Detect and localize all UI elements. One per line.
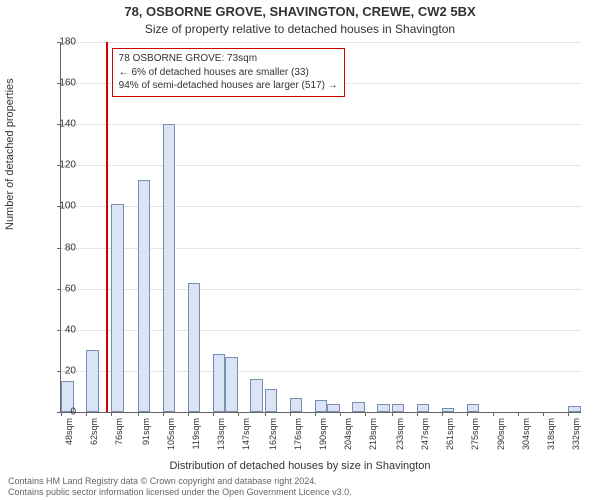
credit-line-1: Contains HM Land Registry data © Crown c… bbox=[8, 476, 317, 486]
reference-infobox: 78 OSBORNE GROVE: 73sqm← 6% of detached … bbox=[112, 48, 345, 97]
y-tick-label: 0 bbox=[46, 407, 76, 418]
histogram-bar bbox=[568, 406, 581, 412]
histogram-bar bbox=[392, 404, 405, 412]
x-tick-label: 304sqm bbox=[521, 418, 531, 458]
histogram-bar bbox=[265, 389, 278, 412]
x-tick-label: 105sqm bbox=[166, 418, 176, 458]
x-tick-mark bbox=[568, 412, 569, 416]
histogram-bar bbox=[442, 408, 455, 412]
x-tick-mark bbox=[290, 412, 291, 416]
x-tick-label: 119sqm bbox=[191, 418, 201, 458]
y-axis-label: Number of detached properties bbox=[4, 78, 16, 230]
infobox-line-1: 78 OSBORNE GROVE: 73sqm bbox=[119, 52, 338, 66]
histogram-bar bbox=[327, 404, 340, 412]
x-tick-label: 162sqm bbox=[268, 418, 278, 458]
y-tick-label: 20 bbox=[46, 365, 76, 376]
credit-line-2: Contains public sector information licen… bbox=[8, 487, 352, 497]
x-tick-label: 133sqm bbox=[216, 418, 226, 458]
x-tick-mark bbox=[163, 412, 164, 416]
x-tick-mark bbox=[392, 412, 393, 416]
x-tick-label: 332sqm bbox=[571, 418, 581, 458]
y-tick-label: 100 bbox=[46, 201, 76, 212]
x-tick-label: 233sqm bbox=[395, 418, 405, 458]
x-tick-label: 147sqm bbox=[241, 418, 251, 458]
gridline bbox=[61, 165, 581, 166]
chart-subtitle: Size of property relative to detached ho… bbox=[0, 22, 600, 36]
histogram-bar bbox=[163, 124, 176, 412]
gridline bbox=[61, 124, 581, 125]
chart-title: 78, OSBORNE GROVE, SHAVINGTON, CREWE, CW… bbox=[0, 4, 600, 19]
histogram-bar bbox=[417, 404, 430, 412]
chart-container: 78, OSBORNE GROVE, SHAVINGTON, CREWE, CW… bbox=[0, 0, 600, 500]
x-tick-label: 76sqm bbox=[114, 418, 124, 458]
x-tick-mark bbox=[238, 412, 239, 416]
histogram-bar bbox=[290, 398, 303, 412]
histogram-bar bbox=[315, 400, 328, 412]
x-tick-label: 275sqm bbox=[470, 418, 480, 458]
infobox-line-2: ← 6% of detached houses are smaller (33) bbox=[119, 66, 338, 80]
histogram-bar bbox=[138, 180, 151, 412]
histogram-bar bbox=[377, 404, 390, 412]
histogram-bar bbox=[188, 283, 201, 413]
histogram-bar bbox=[225, 357, 238, 413]
x-tick-mark bbox=[493, 412, 494, 416]
x-tick-mark bbox=[265, 412, 266, 416]
reference-line bbox=[106, 42, 108, 412]
x-tick-mark bbox=[213, 412, 214, 416]
x-tick-mark bbox=[340, 412, 341, 416]
x-tick-label: 290sqm bbox=[496, 418, 506, 458]
y-tick-label: 80 bbox=[46, 242, 76, 253]
histogram-bar bbox=[352, 402, 365, 412]
histogram-bar bbox=[250, 379, 263, 412]
x-tick-mark bbox=[315, 412, 316, 416]
x-tick-label: 261sqm bbox=[445, 418, 455, 458]
y-tick-label: 60 bbox=[46, 283, 76, 294]
x-tick-mark bbox=[138, 412, 139, 416]
x-tick-mark bbox=[188, 412, 189, 416]
x-tick-label: 318sqm bbox=[546, 418, 556, 458]
x-tick-label: 48sqm bbox=[64, 418, 74, 458]
x-tick-mark bbox=[467, 412, 468, 416]
y-tick-label: 140 bbox=[46, 119, 76, 130]
y-tick-label: 160 bbox=[46, 78, 76, 89]
x-tick-mark bbox=[365, 412, 366, 416]
x-tick-mark bbox=[442, 412, 443, 416]
credit-text: Contains HM Land Registry data © Crown c… bbox=[8, 476, 592, 499]
histogram-bar bbox=[467, 404, 480, 412]
x-tick-mark bbox=[86, 412, 87, 416]
y-tick-label: 180 bbox=[46, 37, 76, 48]
plot-area: 78 OSBORNE GROVE: 73sqm← 6% of detached … bbox=[60, 42, 581, 413]
x-tick-mark bbox=[417, 412, 418, 416]
x-tick-label: 62sqm bbox=[89, 418, 99, 458]
histogram-bar bbox=[111, 204, 124, 412]
gridline bbox=[61, 42, 581, 43]
x-tick-mark bbox=[543, 412, 544, 416]
histogram-bar bbox=[86, 350, 99, 412]
histogram-bar bbox=[213, 354, 226, 412]
x-tick-label: 247sqm bbox=[420, 418, 430, 458]
y-tick-label: 120 bbox=[46, 160, 76, 171]
x-tick-label: 91sqm bbox=[141, 418, 151, 458]
x-tick-label: 204sqm bbox=[343, 418, 353, 458]
x-tick-label: 176sqm bbox=[293, 418, 303, 458]
x-axis-label: Distribution of detached houses by size … bbox=[0, 460, 600, 472]
x-tick-label: 218sqm bbox=[368, 418, 378, 458]
x-tick-mark bbox=[518, 412, 519, 416]
infobox-line-3: 94% of semi-detached houses are larger (… bbox=[119, 79, 338, 93]
x-tick-label: 190sqm bbox=[318, 418, 328, 458]
x-tick-mark bbox=[111, 412, 112, 416]
y-tick-label: 40 bbox=[46, 324, 76, 335]
